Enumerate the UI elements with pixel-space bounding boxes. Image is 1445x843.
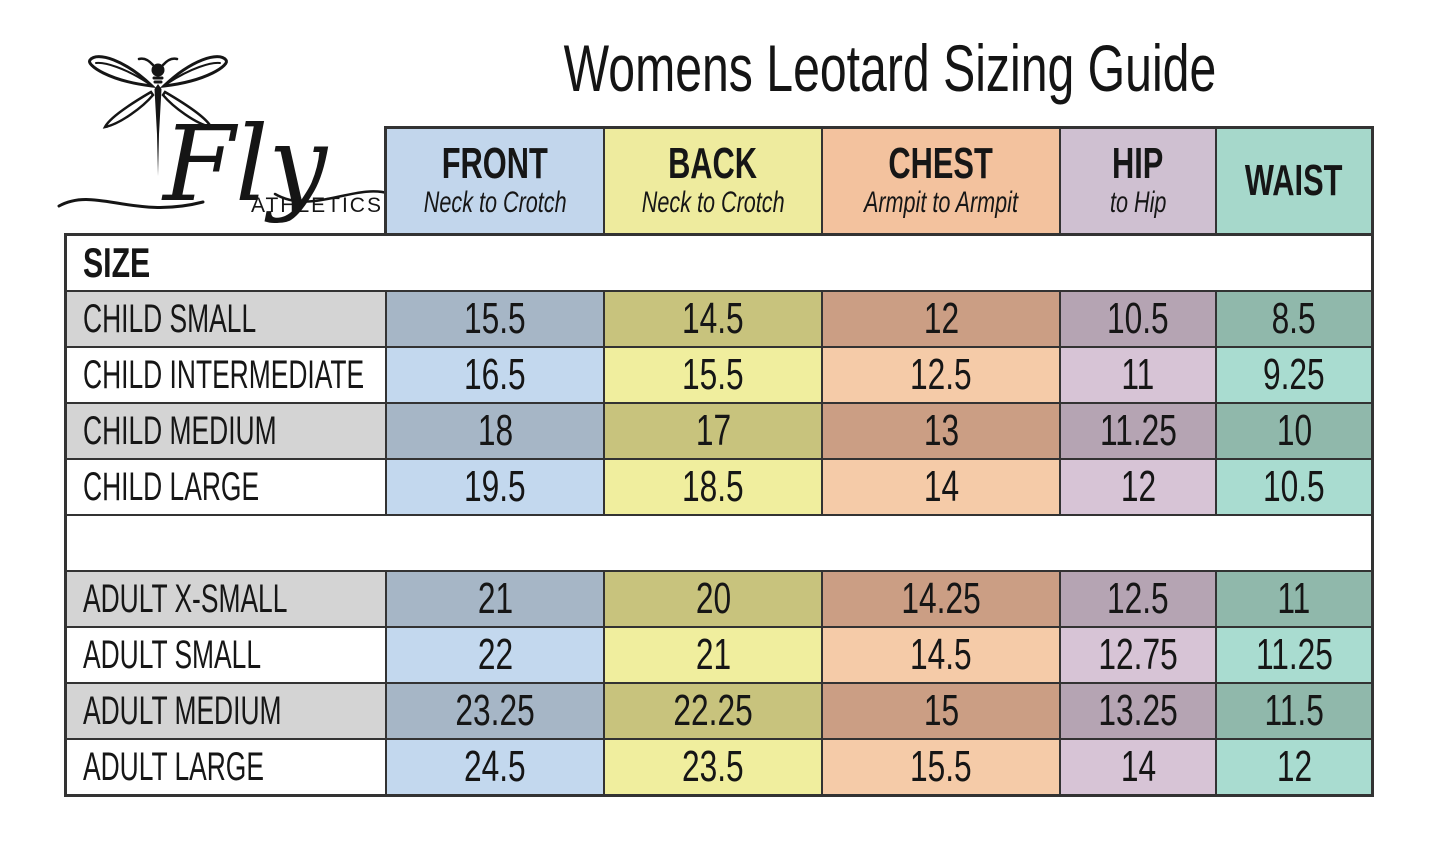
row-label: ADULT X-SMALL [67,572,385,626]
cell-hip: 14 [1061,740,1215,794]
cell-chest: 14.5 [823,628,1059,682]
cell-front: 18 [387,404,603,458]
column-sublabel: to Hip [1109,185,1167,219]
cell-chest: 15.5 [823,740,1059,794]
row-label: ADULT MEDIUM [67,684,385,738]
cell-back: 21 [605,628,821,682]
page-title: Womens Leotard Sizing Guide [563,31,1217,105]
cell-waist: 9.25 [1217,348,1371,402]
column-label: BACK [668,138,758,188]
cell-back: 17 [605,404,821,458]
cell-hip: 11.25 [1061,404,1215,458]
row-label: ADULT SMALL [67,628,385,682]
cell-waist: 11 [1217,572,1371,626]
cell-chest: 13 [823,404,1059,458]
cell-waist: 12 [1217,740,1371,794]
column-sublabel: Neck to Crotch [641,185,785,219]
column-label: CHEST [888,138,994,188]
cell-front: 23.25 [387,684,603,738]
sizing-grid: SIZE CHILD SMALL 15.5 14.5 12 10.5 8.5 C… [64,233,1374,797]
cell-waist: 10 [1217,404,1371,458]
row-label: ADULT LARGE [67,740,385,794]
cell-back: 15.5 [605,348,821,402]
column-label: FRONT [441,138,549,188]
cell-hip: 12 [1061,460,1215,514]
cell-front: 21 [387,572,603,626]
column-sublabel: Armpit to Armpit [863,185,1019,219]
cell-waist: 11.5 [1217,684,1371,738]
column-sublabel: Neck to Crotch [423,185,567,219]
column-header-front: FRONT Neck to Crotch [387,129,603,233]
size-row-header: SIZE [67,236,1371,290]
cell-back: 23.5 [605,740,821,794]
column-label: WAIST [1245,156,1343,205]
cell-front: 22 [387,628,603,682]
cell-chest: 12.5 [823,348,1059,402]
row-label: CHILD LARGE [67,460,385,514]
cell-chest: 14.25 [823,572,1059,626]
cell-hip: 12.75 [1061,628,1215,682]
column-header-hip: HIP to Hip [1061,129,1215,233]
cell-back: 22.25 [605,684,821,738]
column-label: HIP [1112,138,1164,188]
row-label: CHILD INTERMEDIATE [67,348,385,402]
spacer-row [67,516,1371,570]
cell-waist: 8.5 [1217,292,1371,346]
cell-hip: 11 [1061,348,1215,402]
cell-chest: 15 [823,684,1059,738]
row-label: CHILD SMALL [67,292,385,346]
cell-front: 15.5 [387,292,603,346]
column-header-chest: CHEST Armpit to Armpit [823,129,1059,233]
cell-chest: 14 [823,460,1059,514]
column-header-waist: WAIST [1217,129,1371,233]
cell-front: 24.5 [387,740,603,794]
brand-subtitle: ATHLETICS [251,194,383,217]
column-header-back: BACK Neck to Crotch [605,129,821,233]
cell-hip: 10.5 [1061,292,1215,346]
fly-athletics-logo: Fly ATHLETICS [55,34,395,226]
brand-name: Fly [161,103,328,225]
column-headers: FRONT Neck to Crotch BACK Neck to Crotch… [384,126,1374,233]
dragonfly-icon: Fly ATHLETICS [57,55,393,225]
cell-chest: 12 [823,292,1059,346]
cell-back: 14.5 [605,292,821,346]
row-label: CHILD MEDIUM [67,404,385,458]
cell-hip: 13.25 [1061,684,1215,738]
cell-back: 20 [605,572,821,626]
cell-back: 18.5 [605,460,821,514]
cell-waist: 10.5 [1217,460,1371,514]
cell-waist: 11.25 [1217,628,1371,682]
cell-front: 19.5 [387,460,603,514]
cell-hip: 12.5 [1061,572,1215,626]
cell-front: 16.5 [387,348,603,402]
